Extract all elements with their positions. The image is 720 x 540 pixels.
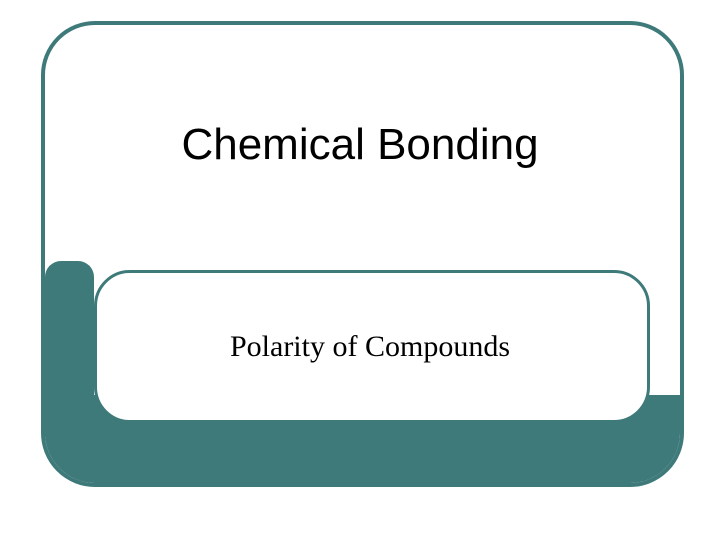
- slide-title: Chemical Bonding: [120, 120, 600, 170]
- left-accent-fill: [45, 277, 94, 437]
- slide-subtitle: Polarity of Compounds: [150, 330, 590, 364]
- slide: Chemical Bonding Polarity of Compounds: [0, 0, 720, 540]
- left-accent-cap: [45, 261, 94, 293]
